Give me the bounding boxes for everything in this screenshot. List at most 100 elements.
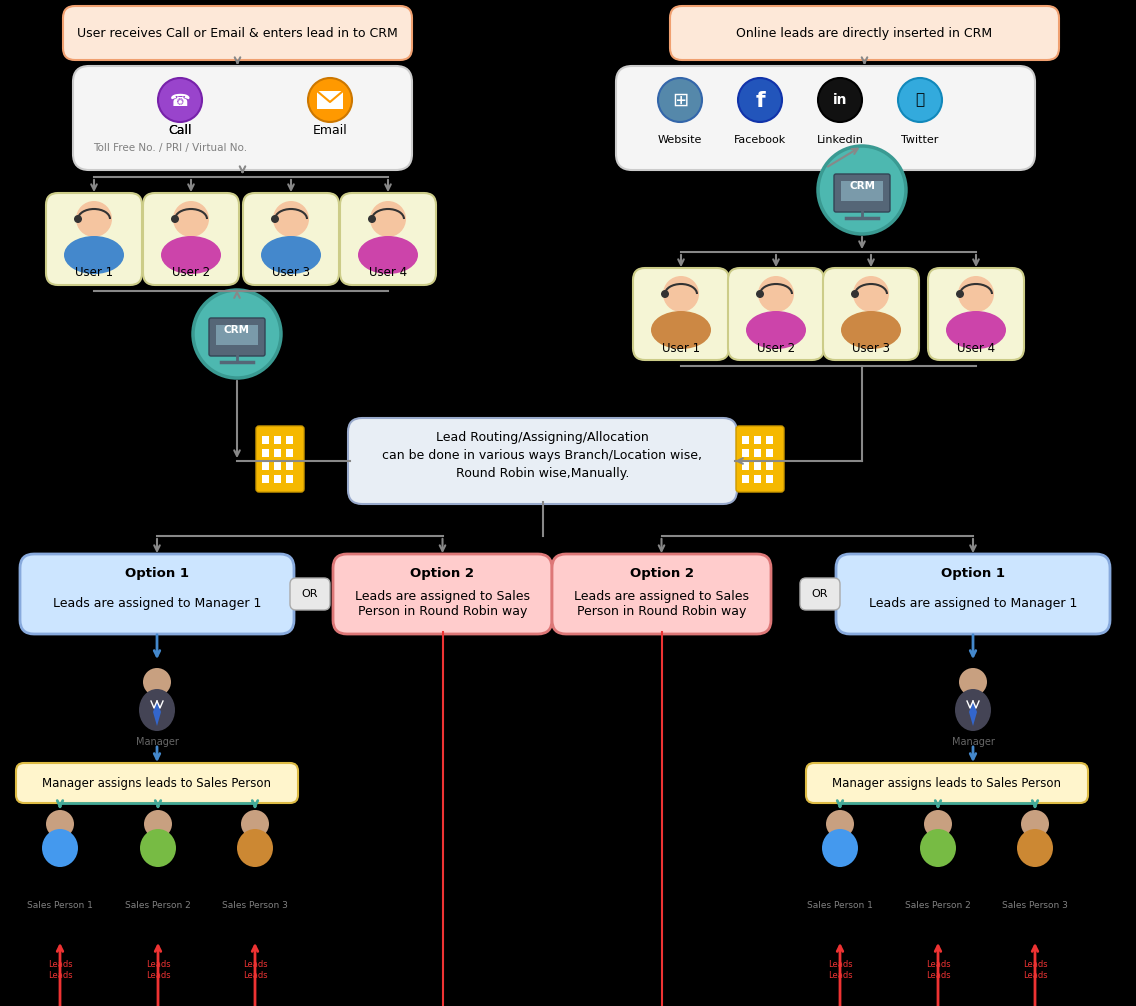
Text: in: in	[833, 93, 847, 107]
Text: Leads
Leads: Leads Leads	[243, 961, 267, 980]
FancyBboxPatch shape	[317, 91, 343, 109]
Text: Leads
Leads: Leads Leads	[145, 961, 170, 980]
Ellipse shape	[746, 311, 807, 349]
Circle shape	[1021, 810, 1049, 838]
Text: Round Robin wise,Manually.: Round Robin wise,Manually.	[456, 468, 629, 481]
Bar	[766, 436, 772, 444]
Circle shape	[273, 201, 309, 237]
Text: User 4: User 4	[957, 341, 995, 354]
Bar	[742, 462, 749, 470]
Text: Sales Person 3: Sales Person 3	[1002, 900, 1068, 909]
Text: Manager: Manager	[952, 737, 994, 747]
Bar	[274, 462, 281, 470]
Circle shape	[76, 201, 112, 237]
Bar	[262, 436, 269, 444]
Text: Linkedin: Linkedin	[817, 135, 863, 145]
Bar	[766, 475, 772, 483]
Text: Leads
Leads: Leads Leads	[828, 961, 852, 980]
Ellipse shape	[946, 311, 1006, 349]
Bar	[766, 449, 772, 457]
Ellipse shape	[42, 829, 78, 867]
Text: Leads
Leads: Leads Leads	[926, 961, 951, 980]
Circle shape	[957, 290, 964, 298]
Text: Option 1: Option 1	[125, 567, 189, 580]
Circle shape	[368, 215, 376, 223]
Circle shape	[755, 290, 765, 298]
FancyBboxPatch shape	[20, 554, 294, 634]
Bar	[286, 436, 293, 444]
Ellipse shape	[261, 236, 321, 274]
FancyBboxPatch shape	[256, 426, 304, 492]
Ellipse shape	[358, 236, 418, 274]
Text: Online leads are directly inserted in CRM: Online leads are directly inserted in CR…	[736, 26, 993, 39]
Text: Leads
Leads: Leads Leads	[1022, 961, 1047, 980]
Circle shape	[826, 810, 854, 838]
Text: User 2: User 2	[757, 341, 795, 354]
Text: Option 1: Option 1	[941, 567, 1005, 580]
Text: User receives Call or Email & enters lead in to CRM: User receives Call or Email & enters lea…	[77, 26, 398, 39]
Circle shape	[658, 78, 702, 122]
Bar	[754, 462, 761, 470]
Bar	[754, 475, 761, 483]
Circle shape	[193, 290, 281, 378]
FancyBboxPatch shape	[340, 193, 436, 285]
Text: Leads are assigned to Sales
Person in Round Robin way: Leads are assigned to Sales Person in Ro…	[574, 590, 749, 618]
Text: Manager assigns leads to Sales Person: Manager assigns leads to Sales Person	[833, 777, 1061, 790]
FancyBboxPatch shape	[290, 578, 329, 610]
Ellipse shape	[140, 829, 176, 867]
FancyBboxPatch shape	[552, 554, 771, 634]
FancyBboxPatch shape	[243, 193, 339, 285]
Text: Leads
Leads: Leads Leads	[48, 961, 73, 980]
Text: ☎: ☎	[169, 92, 191, 110]
FancyBboxPatch shape	[45, 193, 142, 285]
FancyBboxPatch shape	[348, 418, 737, 504]
Circle shape	[370, 201, 406, 237]
Circle shape	[45, 810, 74, 838]
Circle shape	[272, 215, 279, 223]
Circle shape	[958, 276, 994, 312]
Bar	[286, 462, 293, 470]
Ellipse shape	[1017, 829, 1053, 867]
Text: Call: Call	[168, 124, 192, 137]
Ellipse shape	[651, 311, 711, 349]
Bar	[766, 462, 772, 470]
Circle shape	[663, 276, 699, 312]
Text: User 3: User 3	[852, 341, 889, 354]
Circle shape	[172, 215, 179, 223]
Text: Facebook: Facebook	[734, 135, 786, 145]
Circle shape	[853, 276, 889, 312]
FancyBboxPatch shape	[209, 318, 265, 356]
FancyBboxPatch shape	[616, 66, 1035, 170]
Circle shape	[144, 810, 172, 838]
Text: Manager: Manager	[135, 737, 178, 747]
Text: Toll Free No. / PRI / Virtual No.: Toll Free No. / PRI / Virtual No.	[93, 143, 247, 153]
Text: Sales Person 1: Sales Person 1	[807, 900, 872, 909]
FancyBboxPatch shape	[16, 763, 298, 803]
FancyBboxPatch shape	[633, 268, 729, 360]
Text: Leads are assigned to Manager 1: Leads are assigned to Manager 1	[52, 598, 261, 611]
FancyBboxPatch shape	[807, 763, 1088, 803]
Text: 🐦: 🐦	[916, 93, 925, 108]
Circle shape	[818, 146, 907, 234]
Text: CRM: CRM	[849, 181, 875, 191]
FancyBboxPatch shape	[928, 268, 1024, 360]
Text: CRM: CRM	[224, 325, 250, 335]
Text: Twitter: Twitter	[901, 135, 938, 145]
FancyBboxPatch shape	[736, 426, 784, 492]
Text: User 4: User 4	[369, 267, 407, 280]
Text: Leads are assigned to Sales
Person in Round Robin way: Leads are assigned to Sales Person in Ro…	[354, 590, 531, 618]
FancyBboxPatch shape	[841, 181, 883, 201]
Circle shape	[143, 668, 172, 696]
Circle shape	[661, 290, 669, 298]
Text: Sales Person 2: Sales Person 2	[125, 900, 191, 909]
Circle shape	[924, 810, 952, 838]
Text: Option 2: Option 2	[629, 567, 693, 580]
FancyBboxPatch shape	[333, 554, 552, 634]
FancyBboxPatch shape	[216, 325, 258, 345]
Circle shape	[959, 668, 987, 696]
Circle shape	[738, 78, 782, 122]
Circle shape	[818, 78, 862, 122]
FancyBboxPatch shape	[62, 6, 412, 60]
Bar	[754, 436, 761, 444]
Bar	[286, 475, 293, 483]
